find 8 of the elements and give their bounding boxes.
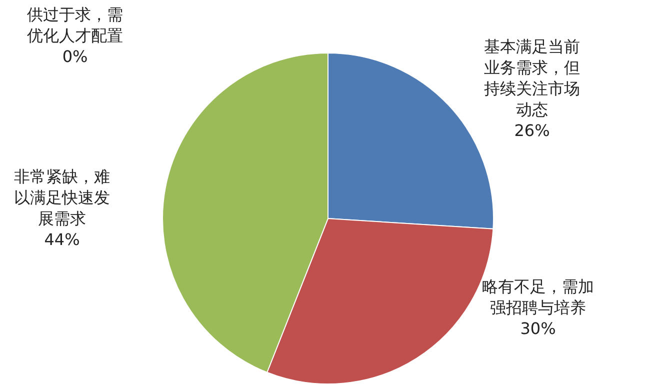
slice-label: 略有不足，需加强招聘与培养 — [482, 277, 594, 318]
slice-label: 非常紧缺，难以满足快速发展需求 — [14, 167, 110, 228]
slice-label: 基本满足当前业务需求，但持续关注市场动态 — [484, 37, 580, 120]
data-label: 44% — [44, 230, 80, 250]
data-label: 30% — [520, 319, 556, 338]
category-label: 供过于求，需优化人才配置 — [27, 5, 123, 46]
data-label: 26% — [514, 121, 550, 140]
text: 0% — [62, 47, 88, 66]
